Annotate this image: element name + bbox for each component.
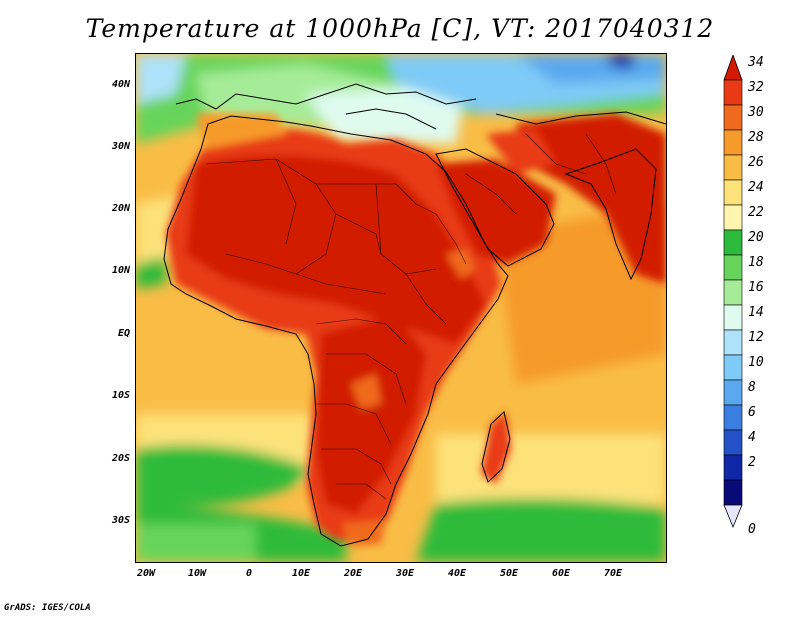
colorbar-label: 24	[748, 180, 764, 195]
colorbar-label: 30	[748, 105, 764, 120]
colorbar-label: 2	[748, 455, 756, 470]
colorbar-swatch	[723, 279, 743, 306]
lat-label: 10N	[111, 265, 130, 276]
colorbar-label: 26	[748, 155, 764, 170]
colorbar-label: 16	[748, 280, 764, 295]
colorbar-label: 28	[748, 130, 764, 145]
colorbar-label: 18	[748, 255, 764, 270]
colorbar-swatch	[723, 329, 743, 356]
colorbar-swatch	[723, 179, 743, 206]
lon-label: 30E	[395, 568, 415, 579]
lon-label: 70E	[603, 568, 623, 579]
lon-label: 0	[245, 568, 253, 579]
lat-label: 30N	[111, 141, 130, 152]
credit-text: GrADS: IGES/COLA	[4, 603, 91, 613]
lat-label: 20S	[111, 453, 130, 464]
lon-label: 20W	[136, 568, 156, 579]
colorbar-swatch	[723, 454, 743, 481]
colorbar-swatch	[723, 204, 743, 231]
colorbar-swatch	[723, 379, 743, 406]
map-frame	[135, 53, 667, 563]
colorbar-swatch	[723, 129, 743, 156]
colorbar-swatch	[723, 304, 743, 331]
temperature-map	[136, 54, 666, 562]
colorbar-label: 8	[748, 380, 756, 395]
colorbar-label: 10	[748, 355, 764, 370]
colorbar	[723, 55, 743, 529]
colorbar-label: 34	[748, 55, 764, 70]
colorbar-label: 32	[748, 80, 764, 95]
coastlines	[163, 83, 666, 547]
colorbar-swatch	[723, 104, 743, 131]
colorbar-swatch	[723, 229, 743, 256]
colorbar-swatch	[723, 154, 743, 181]
colorbar-label: 0	[748, 522, 756, 537]
lat-label: 30S	[111, 515, 130, 526]
colorbar-swatch	[723, 254, 743, 281]
colorbar-label: 20	[748, 230, 764, 245]
colorbar-swatch	[723, 479, 743, 506]
lon-label: 10W	[187, 568, 207, 579]
colorbar-label: 6	[748, 405, 756, 420]
lat-label: 40N	[111, 79, 130, 90]
lon-label: 10E	[291, 568, 311, 579]
colorbar-label: 12	[748, 330, 764, 345]
lon-label: 60E	[551, 568, 571, 579]
colorbar-bottom-arrow	[723, 504, 743, 529]
lon-label: 40E	[447, 568, 467, 579]
colorbar-swatch	[723, 404, 743, 431]
lat-label: 20N	[111, 203, 130, 214]
colorbar-swatch	[723, 354, 743, 381]
colorbar-label: 14	[748, 305, 764, 320]
lat-label: 10S	[111, 390, 130, 401]
lon-label: 20E	[343, 568, 363, 579]
colorbar-swatch	[723, 79, 743, 106]
country-borders	[205, 133, 617, 500]
colorbar-label: 22	[748, 205, 764, 220]
lon-label: 50E	[499, 568, 519, 579]
colorbar-swatch	[723, 429, 743, 456]
colorbar-label: 4	[748, 430, 756, 445]
lat-label: EQ	[117, 328, 130, 339]
chart-title: Temperature at 1000hPa [C], VT: 20170403…	[85, 14, 715, 43]
colorbar-top-arrow	[723, 55, 743, 81]
